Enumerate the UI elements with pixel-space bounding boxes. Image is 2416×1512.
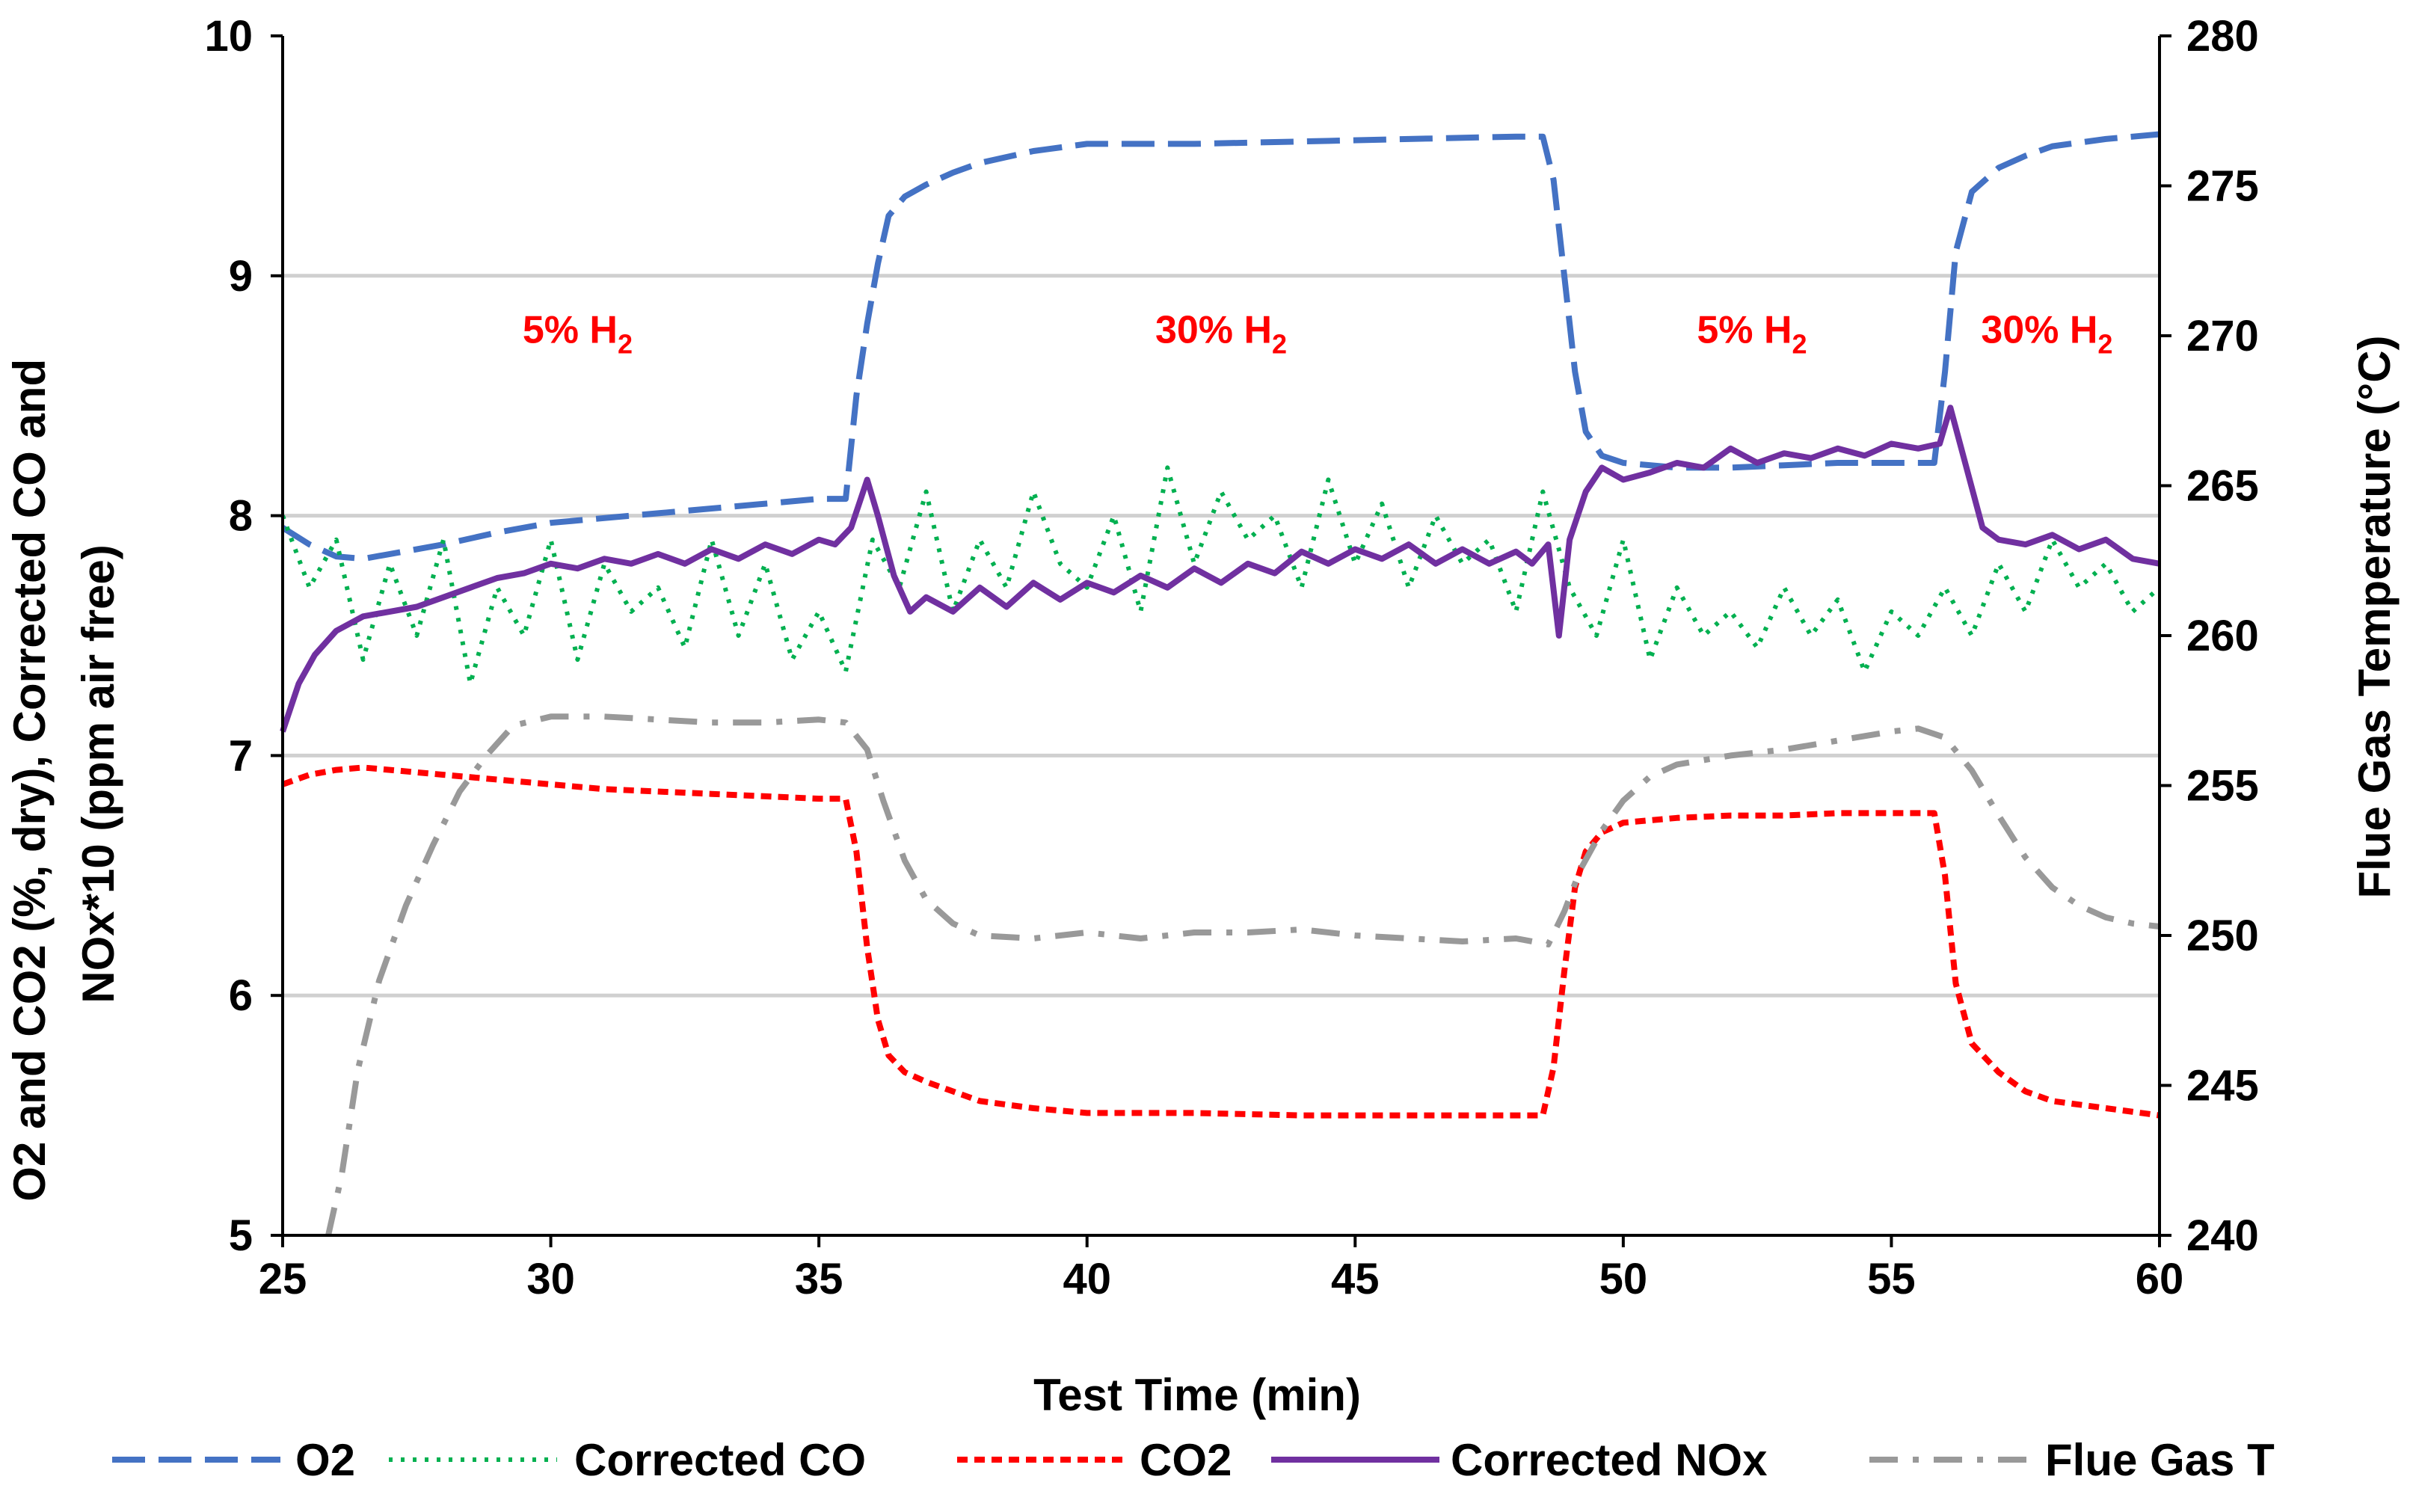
phase-label: 5% H2 bbox=[1697, 309, 1807, 360]
x-tick-label: 55 bbox=[1867, 1255, 1916, 1303]
series-co2-line bbox=[281, 764, 2160, 1119]
y2-tick-label: 265 bbox=[2186, 462, 2259, 511]
series-corrected-nox-line bbox=[280, 405, 2160, 733]
y2-tick-label: 245 bbox=[2186, 1062, 2259, 1110]
y-tick-label: 10 bbox=[204, 12, 253, 61]
x-tick-label: 50 bbox=[1599, 1255, 1648, 1303]
legend-label-flue-gas-t: Flue Gas T bbox=[2045, 1435, 2275, 1485]
legend: O2 Corrected CO CO2 Corrected NOx Flue Gas T bbox=[112, 1435, 2275, 1485]
x-tick-label: 40 bbox=[1063, 1255, 1111, 1303]
tick-labels: 25 30 35 40 45 50 55 60 5 6 7 8 9 10 240 245 250 255 260 26… bbox=[204, 12, 2258, 1303]
x-tick-label: 25 bbox=[259, 1255, 307, 1303]
y-tick-label: 6 bbox=[229, 971, 253, 1020]
legend-label-corrected-nox: Corrected NOx bbox=[1451, 1435, 1767, 1485]
y-axis-title: O2 and CO2 (%, dry), Corrected CO and NO… bbox=[4, 346, 123, 1202]
y-axis-title-line-1: O2 and CO2 (%, dry), Corrected CO and bbox=[4, 359, 55, 1202]
phase-label: 5% H2 bbox=[523, 309, 633, 360]
y-tick-label: 8 bbox=[229, 492, 253, 541]
phase-label: 30% H2 bbox=[1981, 309, 2112, 360]
series-layer bbox=[280, 131, 2161, 1236]
axes bbox=[271, 34, 2171, 1247]
legend-label-co2: CO2 bbox=[1140, 1435, 1232, 1485]
x-tick-label: 45 bbox=[1331, 1255, 1380, 1303]
y-axis-title-line-2: NOx*10 (ppm air free) bbox=[73, 544, 123, 1004]
y-tick-label: 7 bbox=[229, 731, 253, 780]
y-tick-label: 5 bbox=[229, 1211, 253, 1260]
y2-tick-label: 260 bbox=[2186, 612, 2259, 660]
y2-tick-label: 240 bbox=[2186, 1211, 2259, 1260]
series-corrected-co-line bbox=[280, 465, 2161, 686]
legend-label-corrected-co: Corrected CO bbox=[574, 1435, 866, 1485]
phase-label: 30% H2 bbox=[1155, 309, 1287, 360]
grid-lines bbox=[283, 274, 2160, 998]
y2-tick-label: 250 bbox=[2186, 912, 2259, 960]
legend-label-o2: O2 bbox=[295, 1435, 355, 1485]
y2-tick-label: 275 bbox=[2186, 162, 2259, 211]
y2-tick-label: 280 bbox=[2186, 12, 2259, 61]
y2-tick-label: 255 bbox=[2186, 762, 2259, 811]
x-tick-label: 60 bbox=[2136, 1255, 2184, 1303]
y2-tick-label: 270 bbox=[2186, 312, 2259, 360]
y-tick-label: 9 bbox=[229, 252, 253, 301]
x-axis-title: Test Time (min) bbox=[1033, 1370, 1361, 1420]
x-tick-label: 35 bbox=[795, 1255, 843, 1303]
x-tick-label: 30 bbox=[526, 1255, 575, 1303]
annotations: 5% H2 30% H2 5% H2 30% H2 bbox=[523, 309, 2113, 360]
series-flue-gas-t-line bbox=[325, 713, 2160, 1236]
y2-axis-title: Flue Gas Temperature (°C) bbox=[2349, 335, 2400, 898]
series-o2-line bbox=[280, 131, 2160, 562]
